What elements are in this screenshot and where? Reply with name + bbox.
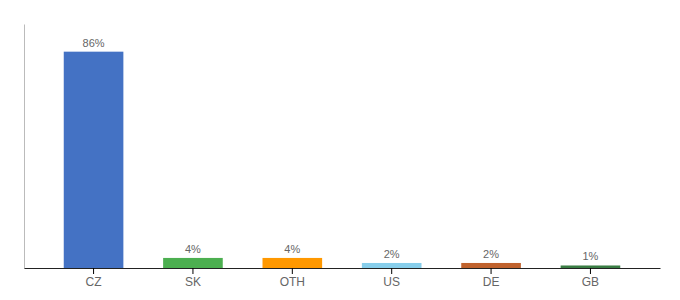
x-tick-label: SK [185,275,201,289]
data-label: 4% [284,243,300,255]
x-axis: CZ SK OTH US DE GB [25,268,661,289]
x-tick-mark [292,268,293,274]
x-tick-label: GB [582,275,599,289]
x-tick: SK [185,268,201,289]
x-tick-label: DE [483,275,500,289]
data-label: 2% [483,248,499,260]
bar [362,263,422,268]
chart: CZ SK OTH US DE GB 86% 4% 4% 2% 2% 1% [0,0,680,300]
x-tick-label: OTH [280,275,305,289]
bar [263,258,323,268]
plot: CZ SK OTH US DE GB 86% 4% 4% 2% 2% 1% [25,25,661,289]
data-labels: 86% 4% 4% 2% 2% 1% [83,37,599,263]
x-tick-mark [391,268,392,274]
y-axis-line [24,25,25,269]
bar [461,263,521,268]
x-tick-label: CZ [86,275,102,289]
x-tick: CZ [86,268,102,289]
x-tick: US [383,268,400,289]
x-tick-mark [491,268,492,274]
x-tick: DE [483,268,500,289]
data-label: 1% [582,250,598,262]
bars [64,52,621,268]
bar [561,265,621,268]
data-label: 4% [185,243,201,255]
data-label: 86% [83,37,105,49]
data-label: 2% [384,248,400,260]
bar [163,258,223,268]
x-tick-mark [93,268,94,274]
x-tick-label: US [383,275,400,289]
x-tick-mark [192,268,193,274]
x-tick: OTH [280,268,305,289]
bar [64,52,124,268]
x-tick-mark [590,268,591,274]
x-tick: GB [582,268,599,289]
x-axis-line [25,268,661,269]
y-axis [24,25,25,269]
